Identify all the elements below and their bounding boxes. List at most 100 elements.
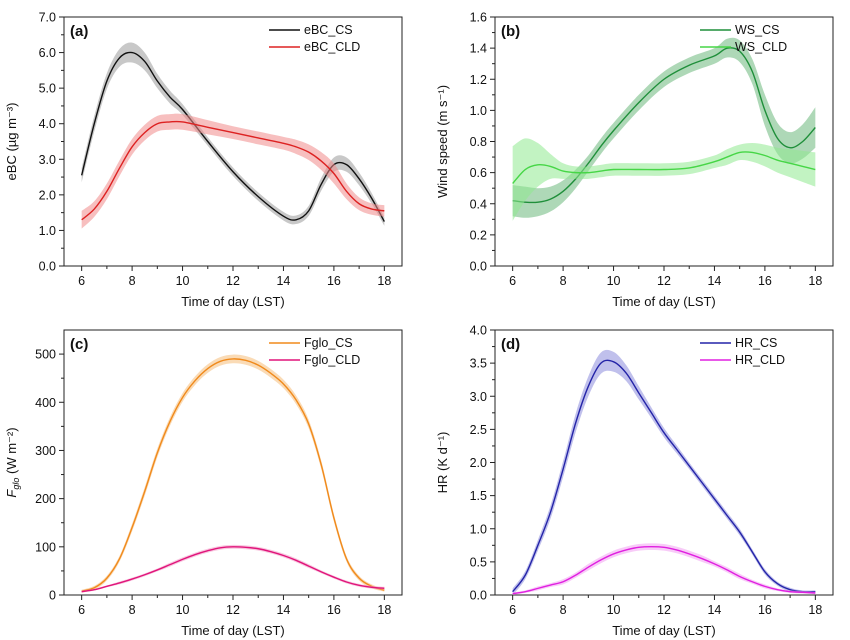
y-tick-label: 0.2 xyxy=(470,228,487,242)
y-tick-label: 1.0 xyxy=(470,104,487,118)
x-tick-label: 12 xyxy=(226,603,240,617)
y-tick-label: 1.6 xyxy=(470,11,487,25)
x-tick-label: 12 xyxy=(226,274,240,288)
panel-label: (d) xyxy=(501,336,520,353)
x-tick-label: 8 xyxy=(560,274,567,288)
y-tick-label: 100 xyxy=(35,540,56,554)
x-tick-label: 10 xyxy=(176,603,190,617)
series-band-Fglo_CLD xyxy=(81,544,385,593)
y-tick-label: 7.0 xyxy=(39,11,56,25)
x-axis-title: Time of day (LST) xyxy=(181,294,285,309)
series-line-HR_CLD xyxy=(512,545,816,595)
x-tick-label: 16 xyxy=(327,603,341,617)
y-tick-label: 4.0 xyxy=(39,117,56,131)
y-tick-label: 2.0 xyxy=(39,188,56,202)
legend-label: WS_CLD xyxy=(735,40,787,54)
y-tick-label: 1.4 xyxy=(470,42,487,56)
legend-label: eBC_CS xyxy=(304,23,353,37)
y-tick-label: 1.2 xyxy=(470,73,487,87)
x-tick-label: 6 xyxy=(78,274,85,288)
panel-b: 6 8 10 12 14 16 18 0.0 0.2 0.4 0.6 0.8 1.0 1.2 1.4 1.6 T… xyxy=(435,11,834,309)
y-tick-label: 0.4 xyxy=(470,197,487,211)
x-tick-label: 18 xyxy=(377,603,391,617)
y-tick-label: 0.8 xyxy=(470,135,487,149)
plot-frame xyxy=(494,329,834,596)
series-band-HR_CLD xyxy=(512,543,816,595)
series-band-eBC_CLD xyxy=(81,113,385,229)
x-tick-label: 16 xyxy=(758,274,772,288)
x-axis-title: Time of day (LST) xyxy=(612,623,716,638)
y-axis-title-units: (W m⁻²) xyxy=(4,427,19,477)
x-tick-label: 12 xyxy=(657,603,671,617)
y-tick-label: 2.5 xyxy=(470,423,487,437)
series-line-Fglo_CLD xyxy=(81,546,385,593)
series-line-eBC_CS xyxy=(80,51,385,222)
y-axis-title-symbol: F xyxy=(4,489,19,498)
y-tick-label: 0 xyxy=(49,589,56,603)
x-tick-label: 6 xyxy=(509,603,516,617)
panel-d: 6 8 10 12 14 16 18 0.0 0.5 1.0 1.5 2.0 2.5 3.0 3.5 4.0 T… xyxy=(435,324,834,638)
x-tick-label: 8 xyxy=(560,603,567,617)
legend-label: Fglo_CS xyxy=(304,336,353,350)
x-tick-label: 12 xyxy=(657,274,671,288)
legend-label: HR_CLD xyxy=(735,353,785,367)
y-axis-title-subscript: glo xyxy=(11,478,21,490)
x-tick-label: 18 xyxy=(377,274,391,288)
y-tick-label: 2.0 xyxy=(470,456,487,470)
y-tick-label: 500 xyxy=(35,348,56,362)
y-tick-label: 5.0 xyxy=(39,82,56,96)
plot-frame xyxy=(63,329,403,596)
y-tick-label: 300 xyxy=(35,444,56,458)
y-axis-title: Wind speed (m s⁻¹) xyxy=(435,85,450,198)
series-line-WS_CLD xyxy=(512,151,816,184)
y-tick-label: 1.0 xyxy=(470,522,487,536)
x-axis-title: Time of day (LST) xyxy=(612,294,716,309)
panel-c: 6 8 10 12 14 16 18 0 100 200 300 400 500 Time of day … xyxy=(4,329,403,638)
x-tick-label: 10 xyxy=(607,274,621,288)
panel-label: (a) xyxy=(70,23,88,40)
series-band-WS_CS xyxy=(512,37,816,218)
y-tick-label: 3.5 xyxy=(470,357,487,371)
panel-label: (b) xyxy=(501,23,520,40)
y-tick-label: 6.0 xyxy=(39,46,56,60)
y-tick-label: 0.6 xyxy=(470,166,487,180)
y-tick-label: 0.5 xyxy=(470,555,487,569)
legend-label: Fglo_CLD xyxy=(304,353,360,367)
x-tick-label: 18 xyxy=(808,603,822,617)
x-tick-label: 8 xyxy=(129,274,136,288)
x-tick-label: 14 xyxy=(707,603,721,617)
series-line-Fglo_CS xyxy=(81,358,385,592)
x-tick-label: 14 xyxy=(276,603,290,617)
x-tick-label: 14 xyxy=(707,274,721,288)
y-tick-label: 3.0 xyxy=(39,153,56,167)
y-tick-label: 1.0 xyxy=(39,224,56,238)
series-line-WS_CS xyxy=(512,47,816,204)
y-axis-title: eBC (µg m⁻³) xyxy=(4,103,19,181)
series-band-WS_CLD xyxy=(512,138,816,221)
y-tick-label: 400 xyxy=(35,396,56,410)
y-tick-label: 4.0 xyxy=(470,324,487,338)
legend-label: eBC_CLD xyxy=(304,40,360,54)
series-line-eBC_CLD xyxy=(81,120,385,221)
x-tick-label: 10 xyxy=(176,274,190,288)
y-tick-label: 0.0 xyxy=(470,589,487,603)
legend-label: WS_CS xyxy=(735,23,779,37)
x-tick-label: 18 xyxy=(808,274,822,288)
plot-frame xyxy=(63,16,403,267)
y-axis-title: HR (K d⁻¹) xyxy=(435,432,450,494)
y-tick-label: 1.5 xyxy=(470,489,487,503)
x-tick-label: 6 xyxy=(509,274,516,288)
x-tick-label: 6 xyxy=(78,603,85,617)
legend-label: HR_CS xyxy=(735,336,777,350)
x-tick-label: 10 xyxy=(607,603,621,617)
x-axis-title: Time of day (LST) xyxy=(181,623,285,638)
panel-label: (c) xyxy=(70,336,88,353)
x-tick-label: 16 xyxy=(758,603,772,617)
y-tick-label: 3.0 xyxy=(470,390,487,404)
y-axis-title: Fglo (W m⁻²) xyxy=(4,427,21,497)
y-tick-label: 0.0 xyxy=(470,260,487,274)
series-band-Fglo_CS xyxy=(81,354,385,593)
x-tick-label: 8 xyxy=(129,603,136,617)
y-tick-label: 200 xyxy=(35,492,56,506)
